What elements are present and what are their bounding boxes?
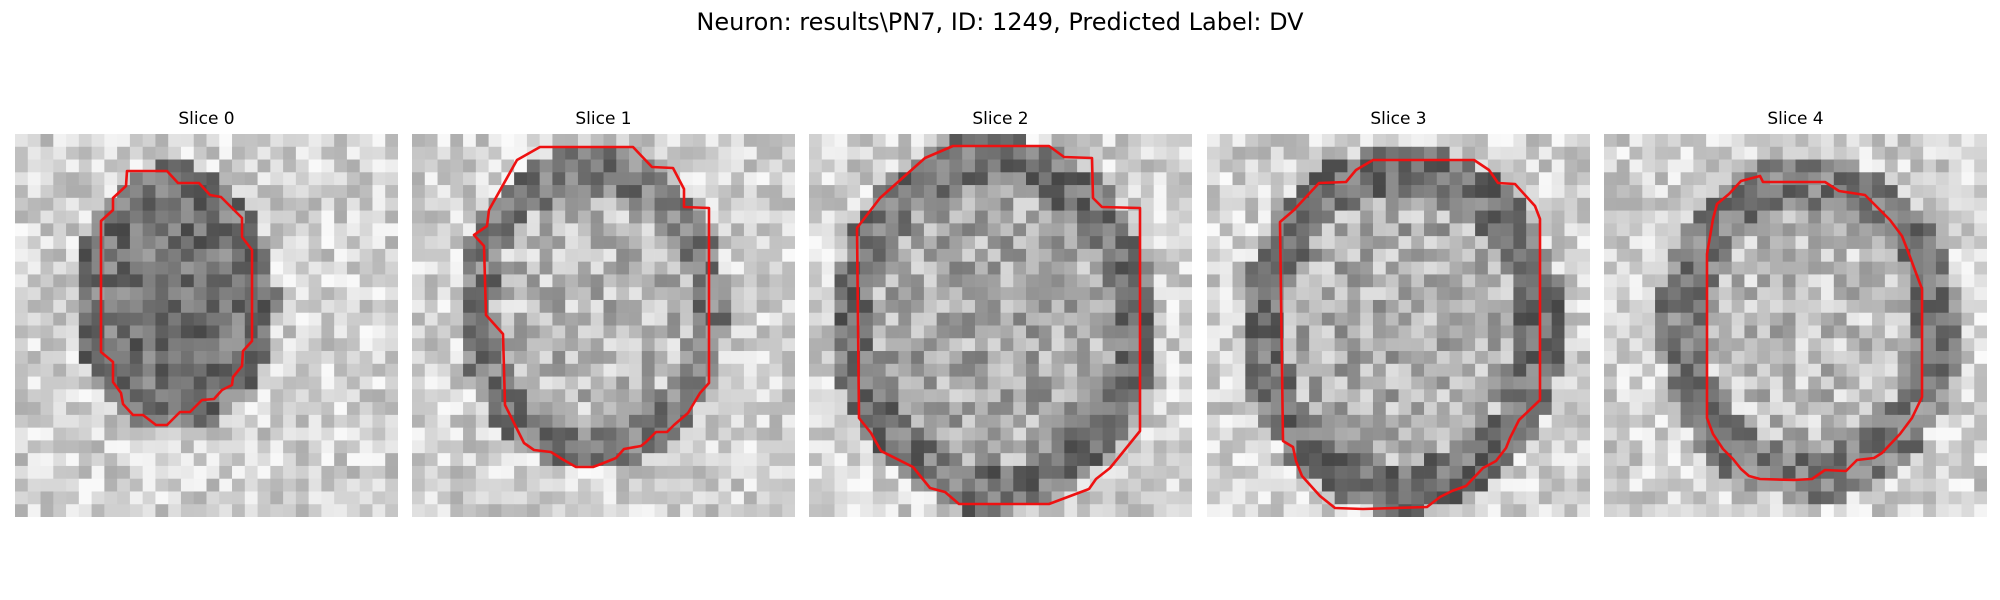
slice-panel-1: Slice 1 — [412, 134, 795, 517]
slice-title-3: Slice 3 — [1207, 109, 1590, 129]
slice-title-4: Slice 4 — [1604, 109, 1987, 129]
figure-title: Neuron: results\PN7, ID: 1249, Predicted… — [0, 8, 2000, 36]
slice-panel-3: Slice 3 — [1207, 134, 1590, 517]
slice-image-3 — [1207, 134, 1590, 517]
slice-pixels-3 — [1207, 134, 1590, 517]
slice-panel-2: Slice 2 — [809, 134, 1192, 517]
slice-image-0 — [15, 134, 398, 517]
slice-title-2: Slice 2 — [809, 109, 1192, 129]
slice-panel-0: Slice 0 — [15, 134, 398, 517]
slice-pixels-1 — [412, 134, 795, 517]
slice-image-1 — [412, 134, 795, 517]
slice-image-4 — [1604, 134, 1987, 517]
slice-pixels-4 — [1604, 134, 1987, 517]
slice-pixels-2 — [809, 134, 1192, 517]
slice-panel-4: Slice 4 — [1604, 134, 1987, 517]
slice-title-1: Slice 1 — [412, 109, 795, 129]
slice-image-2 — [809, 134, 1192, 517]
slice-title-0: Slice 0 — [15, 109, 398, 129]
